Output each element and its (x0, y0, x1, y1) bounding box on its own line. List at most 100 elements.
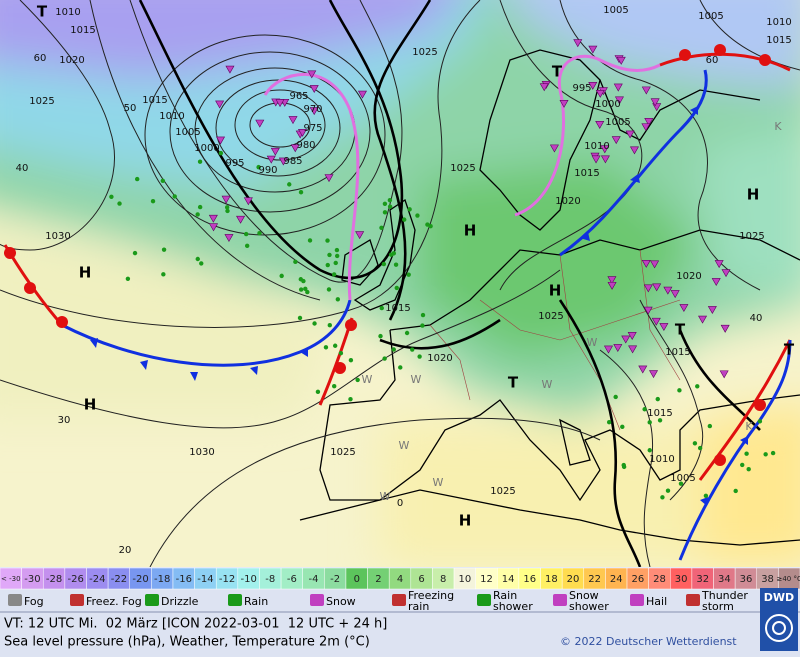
rain-symbol (381, 261, 387, 267)
rain-symbol (307, 238, 313, 243)
rain-symbol (348, 396, 353, 402)
legend-icon (477, 594, 491, 606)
snow-symbol (595, 89, 605, 98)
snow-symbol (270, 147, 280, 156)
isobar-label: 970 (303, 104, 322, 115)
isobar-label: 1020 (427, 353, 452, 364)
snow-symbol (208, 214, 218, 223)
rain-symbol (297, 315, 303, 321)
scale-label: 24 (610, 574, 623, 585)
isobar-label: 1000 (595, 99, 620, 110)
rain-symbol (348, 357, 354, 363)
legend-label: Freez. Fog (86, 594, 142, 608)
snow-symbol (670, 290, 680, 299)
snow-symbol (324, 174, 334, 183)
scale-label: -6 (287, 574, 297, 585)
scale-label: 34 (718, 574, 731, 585)
rain-symbol (331, 272, 337, 277)
scale-label: 32 (696, 574, 709, 585)
legend-slot: Hail (646, 596, 667, 607)
rain-symbol (703, 493, 709, 498)
copyright: © 2022 Deutscher Wetterdienst (560, 635, 737, 648)
snow-symbol (591, 155, 601, 164)
snow-symbol (236, 215, 246, 224)
snow-symbol (549, 144, 559, 153)
contour-label: 20 (119, 545, 132, 556)
snow-symbol (307, 70, 317, 79)
isobar-label: 1025 (490, 486, 515, 497)
snow-symbol (652, 283, 662, 292)
scale-label: -16 (176, 574, 192, 585)
legend-icon (70, 594, 84, 606)
rain-symbol (326, 287, 332, 292)
snow-symbol (215, 100, 225, 109)
rain-symbol (224, 205, 230, 210)
snow-symbol (559, 100, 569, 108)
isobars (0, 0, 800, 567)
rain-symbol (355, 377, 360, 383)
scale-label: -26 (68, 574, 84, 585)
snow-symbol (629, 146, 639, 155)
snow-symbol (649, 370, 659, 379)
isobar-label: 1015 (647, 408, 672, 419)
scale-label: -22 (111, 574, 127, 585)
contour-label: 50 (124, 103, 137, 114)
rain-symbol (404, 330, 410, 336)
legend-icon (145, 594, 159, 606)
snow-symbol (607, 276, 617, 285)
scale-label: -14 (197, 574, 213, 585)
rain-symbol (398, 365, 403, 370)
legend-icon (686, 594, 700, 606)
rain-symbol (117, 201, 122, 206)
pressure-center: H (464, 222, 477, 240)
snow-symbol (628, 345, 638, 354)
snow-symbol (641, 123, 651, 132)
isobar-label: 1015 (766, 35, 791, 46)
rain-symbol (757, 419, 763, 424)
pressure-center: H (459, 512, 472, 530)
pressure-center: H (79, 264, 92, 282)
pressure-center: T (552, 63, 563, 81)
snow-symbol (309, 85, 319, 94)
snow-symbol (588, 45, 598, 54)
rain-symbol (332, 343, 338, 348)
rain-symbol (425, 222, 430, 227)
rain-symbol (770, 450, 776, 456)
rain-symbol (161, 247, 167, 252)
rain-symbol (382, 210, 388, 215)
snow-symbol (288, 116, 298, 125)
isobar-label: 980 (296, 140, 315, 151)
legend-slot: Fog (24, 596, 44, 607)
rain-symbol (387, 197, 393, 203)
front-marker: W (542, 378, 553, 391)
rain-symbol (279, 273, 284, 279)
rain-symbol (323, 345, 329, 350)
snow-symbol (221, 195, 231, 204)
rain-symbol (312, 321, 317, 326)
isobar-label: 1020 (59, 55, 84, 66)
rain-symbol (335, 297, 341, 302)
snow-symbol (679, 304, 689, 313)
isobar-label: 990 (258, 165, 277, 176)
snow-symbol (243, 197, 253, 206)
snow-symbol (595, 121, 605, 129)
snow-symbol (643, 284, 653, 293)
temperature-scale: < -30 -30 -28 -26 -24 -22 -20 -18 -16 -14 -12 -10 -8… (0, 567, 800, 590)
front-marker: W (380, 490, 391, 503)
rain-symbol (733, 488, 738, 494)
rain-symbol (293, 259, 298, 265)
snow-symbol (573, 39, 583, 48)
snow-symbol (600, 155, 610, 164)
isobar-label: 1015 (385, 303, 410, 314)
rain-symbol (325, 238, 330, 243)
rain-symbol (225, 208, 230, 214)
snow-symbol (224, 234, 234, 243)
map-area: 1010 1015 1020 1025 1015 1010 1005 1000 995 990 98… (0, 0, 800, 567)
rain-symbol (420, 323, 425, 328)
rain-symbol (379, 225, 384, 231)
rain-symbol (393, 262, 399, 267)
rain-symbol (298, 287, 304, 292)
snow-symbol (588, 81, 598, 90)
snow-symbol (216, 136, 226, 145)
scale-label: 22 (588, 574, 601, 585)
